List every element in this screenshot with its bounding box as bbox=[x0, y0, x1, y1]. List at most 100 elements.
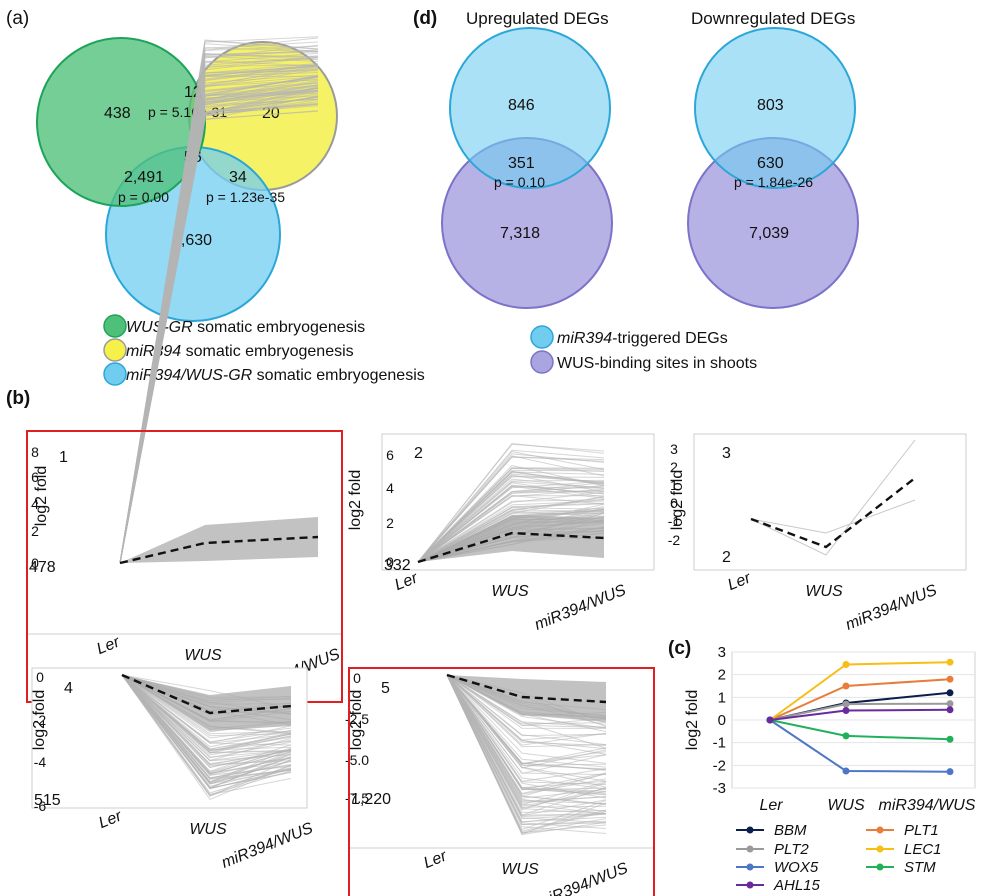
cluster-gene-count: 478 bbox=[29, 559, 56, 576]
cluster-gene-trajectory bbox=[446, 674, 607, 728]
cluster-ytick-label: -6 bbox=[34, 798, 47, 814]
legend-a-swatch-wus bbox=[103, 314, 127, 338]
cluster-gene-trajectory bbox=[121, 674, 292, 796]
cluster-gene-count: 1,220 bbox=[351, 791, 391, 808]
legend-c-label: BBM bbox=[774, 822, 807, 839]
cluster-gene-trajectory bbox=[121, 674, 292, 748]
cluster-ytick-label: 0 bbox=[36, 669, 44, 685]
cluster-gene-count: 515 bbox=[34, 792, 61, 809]
venn-d-up-overlap: 351 bbox=[508, 155, 535, 172]
cluster-gene-trajectory bbox=[446, 674, 607, 806]
cluster-median-line bbox=[417, 531, 605, 564]
cluster-gene-trajectory bbox=[446, 674, 607, 729]
cluster-gene-trajectory bbox=[121, 674, 292, 779]
panel-b-label: (b) bbox=[6, 388, 30, 409]
cluster-density-band bbox=[122, 675, 291, 731]
cluster-xtick-label: WUS bbox=[189, 821, 227, 838]
cluster-id-label: 1 bbox=[59, 449, 68, 466]
cluster-ytick-label: 4 bbox=[386, 480, 394, 496]
legend-c-swatch-dot bbox=[746, 826, 754, 834]
venn-d-down-p: p = 1.84e-26 bbox=[734, 174, 813, 190]
cluster-gene-trajectory bbox=[119, 75, 319, 564]
chart-c-point-stm bbox=[946, 735, 954, 743]
cluster-gene-trajectory bbox=[119, 68, 319, 564]
cluster-gene-trajectory bbox=[121, 674, 292, 765]
chart-c-point-lec1 bbox=[842, 660, 850, 668]
cluster-gene-trajectory bbox=[121, 674, 292, 753]
legend-c-swatch-dot bbox=[746, 881, 754, 889]
cluster-ylabel: log2 fold bbox=[347, 470, 364, 531]
venn-a-mir-double: 34 bbox=[229, 169, 247, 186]
venn-d-down-top: 803 bbox=[757, 97, 784, 114]
venn-d-up-p: p = 0.10 bbox=[494, 174, 545, 190]
cluster-xtick-label: WUS bbox=[491, 583, 529, 600]
cluster-gene-trajectory bbox=[446, 674, 607, 728]
cluster-gene-trajectory bbox=[446, 674, 607, 755]
cluster-ytick-label: -2 bbox=[668, 532, 681, 548]
venn-a-wus-double: 2,491 bbox=[124, 169, 164, 186]
panel-a-label: (a) bbox=[6, 8, 29, 29]
chart-c-ytick-label: -1 bbox=[713, 735, 726, 752]
cluster-gene-trajectory bbox=[417, 482, 605, 563]
cluster-ytick-label: -2.5 bbox=[345, 711, 369, 727]
cluster-id-label: 3 bbox=[722, 445, 731, 462]
venn-d-up bbox=[441, 27, 613, 309]
cluster-gene-trajectory bbox=[417, 496, 605, 563]
cluster-ytick-label: -5.0 bbox=[345, 752, 369, 768]
cluster-ytick-label: 0 bbox=[670, 495, 678, 511]
cluster-gene-trajectory bbox=[417, 456, 605, 563]
chart-c-xtick-label: Ler bbox=[759, 797, 783, 814]
cluster-plot-frame bbox=[693, 433, 967, 571]
venn-a-mir-double-p: p = 1.23e-35 bbox=[206, 189, 285, 205]
cluster-xtick-label: Ler bbox=[96, 807, 124, 832]
cluster-density-band bbox=[418, 515, 604, 562]
legend-c-swatch-dot bbox=[746, 863, 754, 871]
venn-circle-wus-gr bbox=[36, 37, 206, 207]
chart-c-xtick-label: WUS bbox=[827, 797, 865, 814]
chart-c-point-wox5 bbox=[842, 767, 850, 775]
legend-a-swatch-double bbox=[103, 362, 127, 386]
legend-c-label: STM bbox=[904, 859, 936, 876]
cluster-gene-trajectory bbox=[417, 499, 605, 563]
chart-c-point-ahl15 bbox=[946, 706, 954, 714]
chart-c-ylabel: log2 fold bbox=[684, 690, 701, 751]
venn-d-down-overlap: 630 bbox=[757, 155, 784, 172]
chart-c-point-plt1 bbox=[946, 675, 954, 683]
chart-c-point-stm bbox=[842, 732, 850, 740]
cluster-gene-trajectory bbox=[417, 507, 605, 563]
cluster-gene-trajectory bbox=[121, 674, 292, 790]
cluster-xtick-label: Ler bbox=[725, 569, 753, 594]
cluster-gene-trajectory bbox=[446, 674, 607, 836]
cluster-gene-trajectory bbox=[417, 495, 605, 563]
cluster-ytick-label: 0 bbox=[353, 670, 361, 686]
cluster-gene-trajectory bbox=[417, 482, 605, 563]
cluster-xtick-label: WUS bbox=[805, 583, 843, 600]
cluster-ytick-label: 2 bbox=[386, 515, 394, 531]
chart-c-point-plt1 bbox=[842, 682, 850, 690]
cluster-ylabel: log2 fold bbox=[348, 690, 365, 751]
chart-c-ytick-label: -3 bbox=[713, 780, 726, 797]
chart-c-ytick-label: -2 bbox=[713, 757, 726, 774]
cluster-gene-trajectory bbox=[121, 674, 292, 783]
cluster-gene-trajectory bbox=[446, 674, 607, 816]
cluster-gene-trajectory bbox=[446, 674, 607, 805]
chart-c-ytick-label: 3 bbox=[718, 644, 726, 661]
legend-c: BBM PLT1 PLT2 LEC1 WOX5 STM AHL15 bbox=[736, 822, 942, 894]
venn-d-down-bottom: 7,039 bbox=[749, 225, 789, 242]
chart-c-point-bbm bbox=[946, 689, 954, 697]
cluster-ytick-label: 8 bbox=[31, 444, 39, 460]
legend-c-label: WOX5 bbox=[774, 859, 819, 876]
cluster-gene-trajectory bbox=[119, 67, 319, 564]
cluster-id-label: 2 bbox=[414, 445, 423, 462]
cluster-gene-trajectory bbox=[446, 674, 607, 794]
cluster-xtick-label: WUS bbox=[184, 647, 222, 664]
cluster-gene-trajectory bbox=[446, 674, 607, 823]
cluster-gene-trajectory bbox=[750, 439, 916, 556]
chart-c-point-plt2 bbox=[842, 700, 850, 708]
venn-d-down bbox=[687, 27, 859, 309]
cluster-ytick-label: 3 bbox=[670, 441, 678, 457]
cluster-ytick-label: -1 bbox=[668, 513, 681, 529]
